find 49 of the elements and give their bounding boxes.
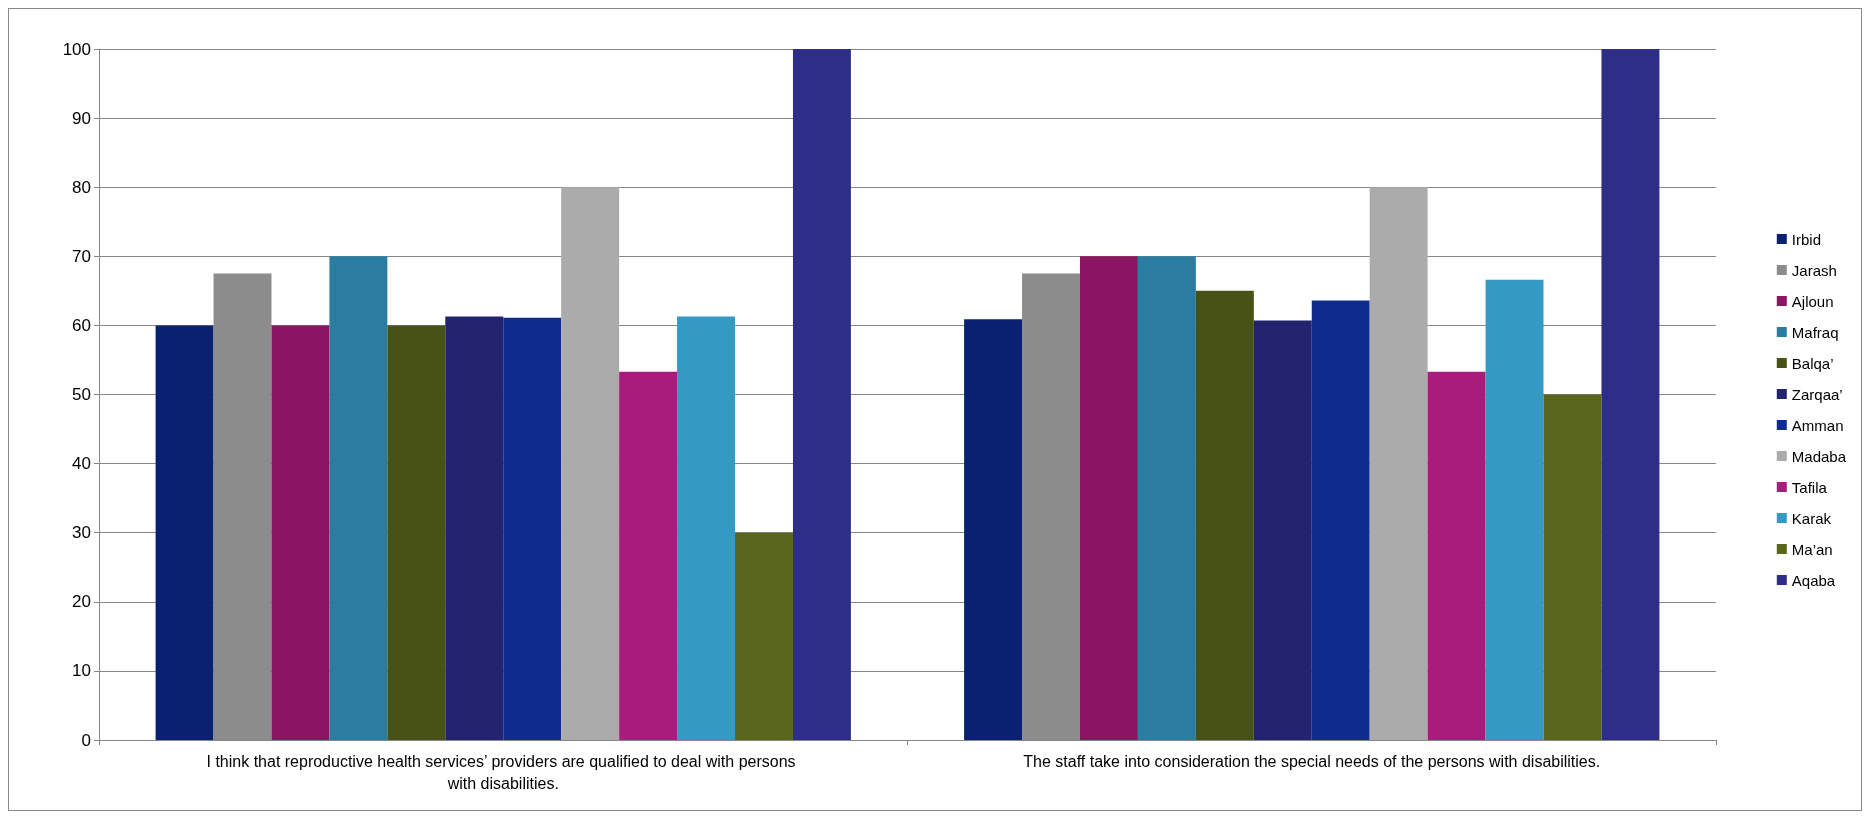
y-tick-label: 80 xyxy=(72,177,91,197)
bar xyxy=(561,187,620,740)
x-tick-label: I think that reproductive health services’ providers are qualified to deal with persons with disabilities. xyxy=(206,752,800,792)
legend-label: Irbid xyxy=(1791,230,1821,248)
legend-label: Madaba xyxy=(1791,447,1847,465)
bar xyxy=(1137,256,1196,740)
bar xyxy=(271,325,330,740)
bar xyxy=(1022,273,1080,740)
bar xyxy=(677,316,736,740)
y-tick-label: 90 xyxy=(72,108,91,128)
bar xyxy=(503,317,562,740)
y-tick-label: 100 xyxy=(62,39,91,59)
bar xyxy=(155,325,214,740)
bar xyxy=(387,325,446,740)
bar xyxy=(1369,187,1428,740)
y-tick-label: 30 xyxy=(72,523,91,543)
legend-label: Mafraq xyxy=(1791,323,1839,341)
bar xyxy=(329,256,388,740)
bar xyxy=(1427,371,1486,740)
legend-label: Jarash xyxy=(1791,261,1837,279)
y-tick-label: 60 xyxy=(72,315,91,335)
bar xyxy=(735,532,793,740)
bar xyxy=(1485,279,1544,740)
legend-label: Aqaba xyxy=(1791,571,1836,589)
y-tick-label: 20 xyxy=(72,592,91,612)
bar xyxy=(213,273,272,740)
bar xyxy=(1601,49,1660,740)
legend-label: Zarqaa’ xyxy=(1791,385,1843,403)
bar xyxy=(1543,394,1602,740)
y-tick-label: 10 xyxy=(72,661,91,681)
legend-label: Ma’an xyxy=(1791,540,1833,558)
x-tick-label: The staff take into consideration the special needs of the persons with disabilities. xyxy=(1023,752,1601,770)
legend-label: Amman xyxy=(1791,416,1844,434)
bar xyxy=(792,49,851,740)
y-tick-label: 40 xyxy=(72,454,91,474)
legend-label: Karak xyxy=(1791,509,1832,527)
legend-label: Tafila xyxy=(1791,478,1828,496)
bar xyxy=(1195,290,1254,740)
bar xyxy=(445,316,504,740)
bar xyxy=(1311,300,1370,740)
bar xyxy=(1253,320,1312,740)
y-tick-label: 50 xyxy=(72,385,91,404)
legend-label: Ajloun xyxy=(1791,292,1834,310)
bar xyxy=(619,371,678,740)
bar xyxy=(1079,256,1138,740)
y-tick-label: 0 xyxy=(81,730,91,750)
bar xyxy=(964,319,1023,740)
y-tick-label: 70 xyxy=(72,246,91,266)
legend-label: Balqa’ xyxy=(1791,354,1834,372)
